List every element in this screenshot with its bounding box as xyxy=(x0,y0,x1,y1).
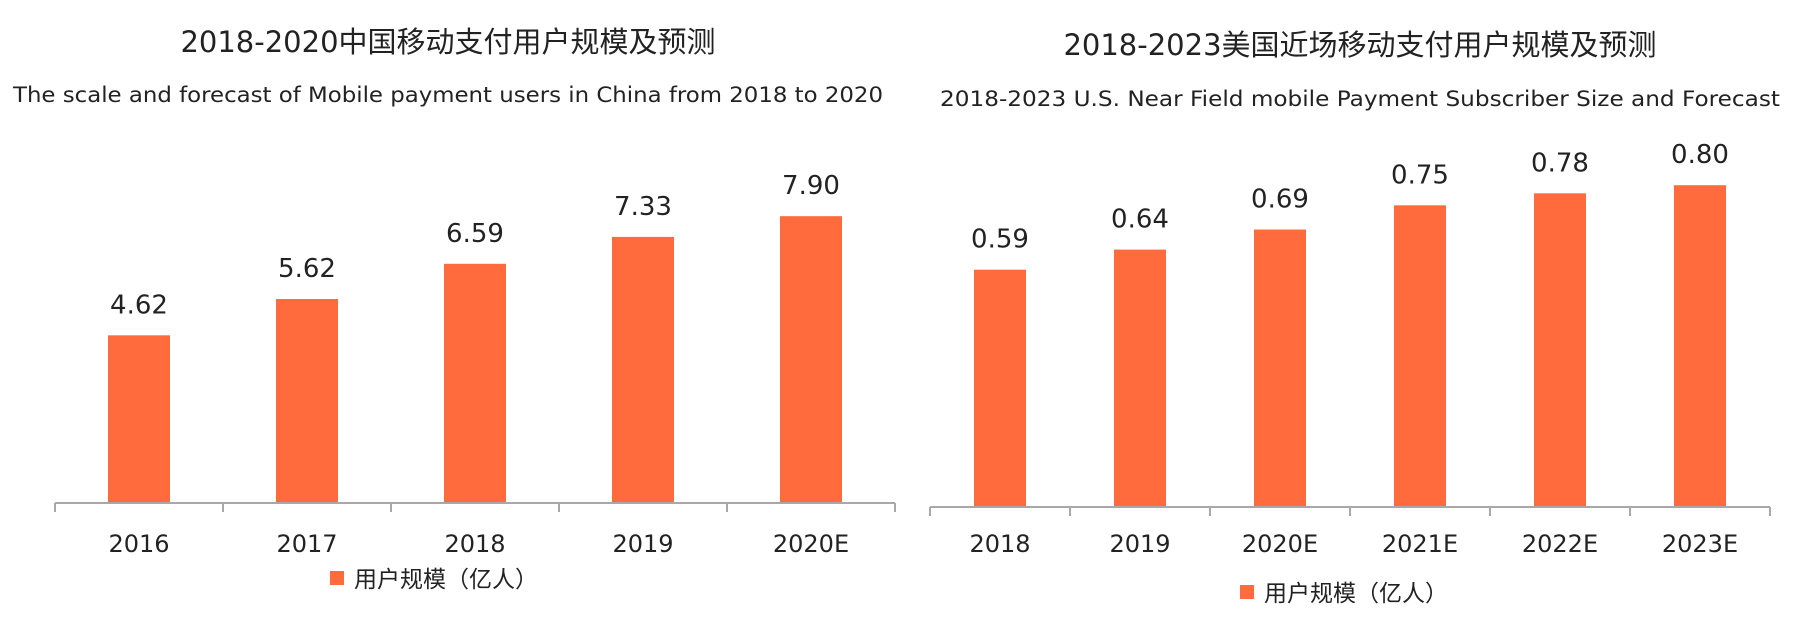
x-axis xyxy=(54,502,896,512)
chart-subtitle: The scale and forecast of Mobile payment… xyxy=(12,83,883,107)
chart-title: 2018-2023美国近场移动支付用户规模及预测 xyxy=(1063,28,1656,62)
legend-swatch xyxy=(330,571,344,585)
bar-2018 xyxy=(444,263,506,503)
chart-title: 2018-2020中国移动支付用户规模及预测 xyxy=(180,25,715,59)
bar-2019 xyxy=(1114,249,1166,507)
x-tick-label-group: 2016 2017 2018 2019 2020E xyxy=(108,530,849,558)
x-tick-label: 2018 xyxy=(969,530,1030,558)
x-tick-label: 2017 xyxy=(276,530,337,558)
bar-2022e xyxy=(1534,193,1586,508)
x-tick-label: 2020E xyxy=(773,530,849,558)
value-label: 5.62 xyxy=(278,254,336,284)
x-tick-label: 2016 xyxy=(108,530,169,558)
chart-china-mobile-payment: 2018-2020中国移动支付用户规模及预测 The scale and for… xyxy=(12,25,896,593)
chart-us-nfc-payment: 2018-2023美国近场移动支付用户规模及预测 2018-2023 U.S. … xyxy=(929,28,1780,607)
value-label: 0.59 xyxy=(971,225,1029,255)
value-label: 7.33 xyxy=(614,192,672,222)
value-label: 0.64 xyxy=(1111,205,1169,235)
value-label-group: 0.59 0.64 0.69 0.75 0.78 0.80 xyxy=(971,140,1729,255)
bar-2019 xyxy=(612,236,674,503)
value-label-group: 4.62 5.62 6.59 7.33 7.90 xyxy=(110,171,840,320)
bar-2017 xyxy=(276,299,338,503)
value-label: 0.75 xyxy=(1391,160,1449,190)
x-tick-label: 2020E xyxy=(1242,530,1318,558)
bar-2021e xyxy=(1394,205,1446,508)
value-label: 0.78 xyxy=(1531,148,1589,178)
legend-swatch xyxy=(1240,585,1254,599)
value-label: 6.59 xyxy=(446,219,504,249)
bar-2020e xyxy=(1254,229,1306,507)
value-label: 0.69 xyxy=(1251,185,1309,215)
legend-label: 用户规模（亿人） xyxy=(1264,581,1448,607)
legend-label: 用户规模（亿人） xyxy=(354,567,538,593)
bar-2016 xyxy=(108,335,170,503)
bar-group xyxy=(108,216,842,503)
bar-group xyxy=(974,185,1726,508)
x-axis xyxy=(929,506,1771,516)
value-label: 0.80 xyxy=(1671,140,1729,170)
x-tick-label: 2019 xyxy=(1109,530,1170,558)
x-tick-label: 2023E xyxy=(1662,530,1738,558)
bar-2018 xyxy=(974,269,1026,507)
x-tick-label-group: 2018 2019 2020E 2021E 2022E 2023E xyxy=(969,530,1738,558)
value-label: 7.90 xyxy=(782,171,840,201)
x-tick-label: 2019 xyxy=(612,530,673,558)
value-label: 4.62 xyxy=(110,290,168,320)
legend: 用户规模（亿人） xyxy=(1240,581,1448,607)
x-tick-label: 2018 xyxy=(444,530,505,558)
chart-subtitle: 2018-2023 U.S. Near Field mobile Payment… xyxy=(940,87,1780,111)
x-tick-label: 2022E xyxy=(1522,530,1598,558)
bar-2023e xyxy=(1674,185,1726,507)
bar-2020e xyxy=(780,216,842,503)
x-tick-label: 2021E xyxy=(1382,530,1458,558)
legend: 用户规模（亿人） xyxy=(330,567,538,593)
